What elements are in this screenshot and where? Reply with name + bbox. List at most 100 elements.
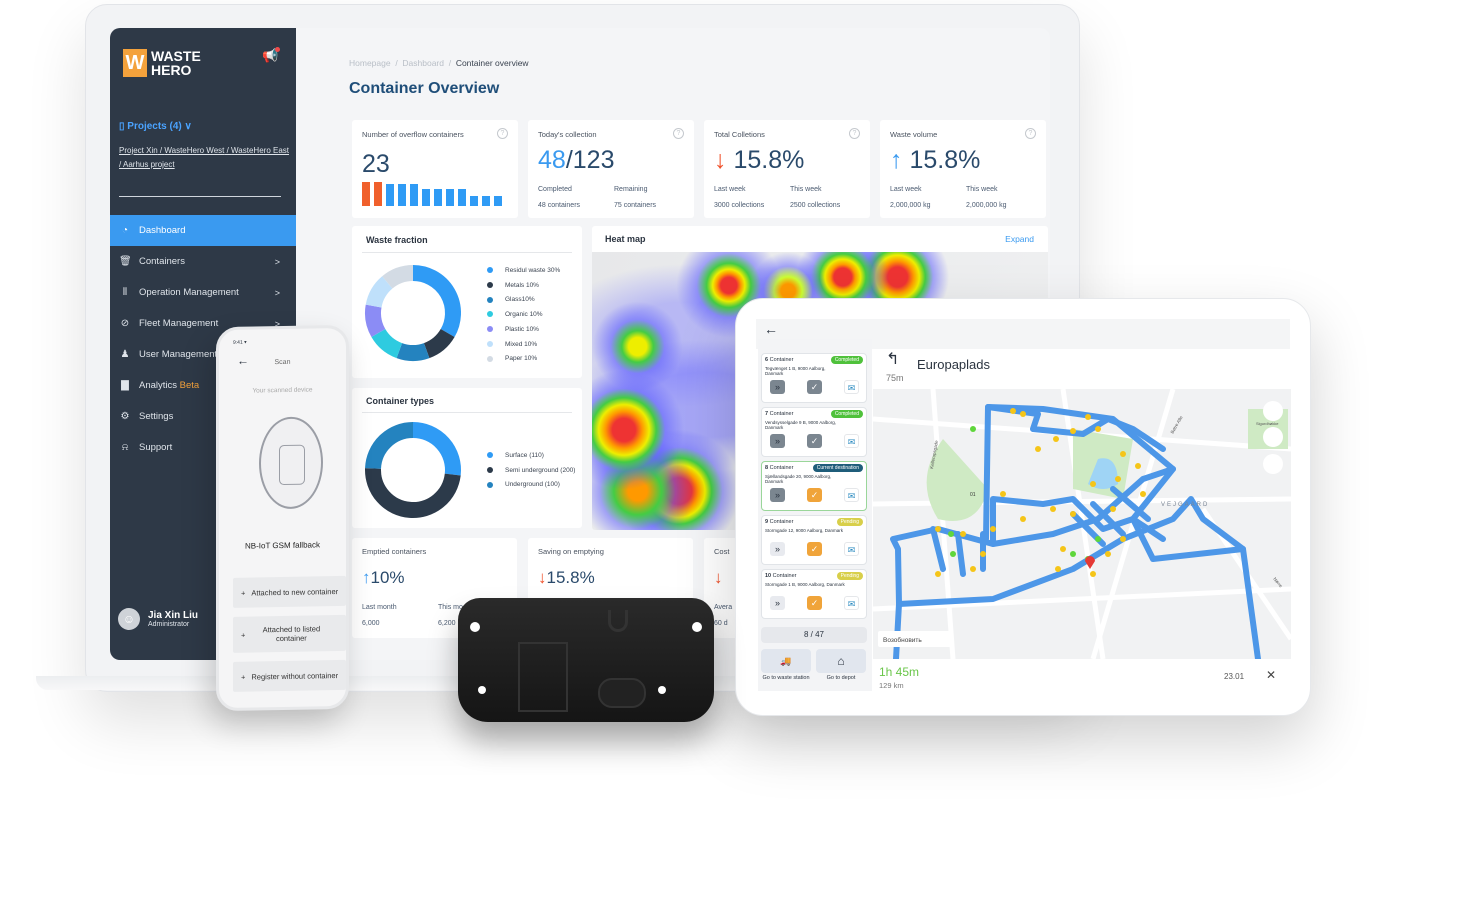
comment-icon[interactable]: ✉ xyxy=(844,380,859,394)
card-value: 15.8% xyxy=(733,146,805,174)
status-badge: Pending xyxy=(836,572,863,580)
donut-segment[interactable] xyxy=(371,328,403,359)
project-link[interactable]: WasteHero East xyxy=(231,146,289,155)
remaining-value: 75 containers xyxy=(614,202,657,209)
donut-segment[interactable] xyxy=(365,304,386,337)
sliders-icon: ⫴ xyxy=(122,287,128,298)
donut-segment[interactable] xyxy=(423,328,455,359)
breadcrumb-item[interactable]: Homepage xyxy=(349,58,391,68)
route-list-item[interactable]: 9 Container Pending Stormgade 12, 9000 A… xyxy=(761,515,867,565)
eta-distance: 129 km xyxy=(879,681,904,690)
donut-segment[interactable] xyxy=(396,342,430,361)
skip-icon[interactable]: » xyxy=(770,380,785,394)
register-without-container-button[interactable]: + Register without container xyxy=(233,659,346,692)
road-label: 01 xyxy=(970,492,976,498)
attach-new-container-button[interactable]: + Attached to new container xyxy=(233,575,346,608)
waste-volume-card: Waste volume? ↑ 15.8% Last week 2,000,00… xyxy=(880,120,1046,218)
check-icon[interactable]: ✓ xyxy=(807,596,822,610)
user-profile[interactable]: ☺ Jia Xin Liu Administrator xyxy=(118,608,198,630)
donut-segment[interactable] xyxy=(365,468,461,518)
check-icon[interactable]: ✓ xyxy=(807,380,822,394)
location-pin-icon xyxy=(1085,556,1095,569)
skip-icon[interactable]: » xyxy=(770,488,785,502)
route-list-item[interactable]: 7 Container Completed Vendsysselgade 9 B… xyxy=(761,407,867,457)
skip-icon[interactable]: » xyxy=(770,542,785,556)
nav-analytics[interactable]: ▇ Analytics Beta xyxy=(110,370,296,401)
expand-link[interactable]: Expand xyxy=(1005,234,1034,244)
completed-value: 48 containers xyxy=(538,202,581,209)
home-icon: ⌂ xyxy=(837,654,845,668)
close-icon[interactable]: ✕ xyxy=(1266,668,1277,682)
nav-label: Settings xyxy=(139,411,174,422)
card-value: 23 xyxy=(362,150,390,178)
container-address: Vendsysselgade 9 B, 9000 Aalborg, Danmar… xyxy=(765,420,837,430)
nav-support[interactable]: ⍾ Support xyxy=(110,432,296,463)
comment-icon[interactable]: ✉ xyxy=(844,434,859,448)
legend-swatch xyxy=(487,466,493,473)
street-label: Nørre xyxy=(1272,576,1284,588)
back-arrow-icon[interactable]: ← xyxy=(764,321,778,337)
legend-swatch xyxy=(487,281,493,288)
depot-button[interactable]: ⌂ xyxy=(816,649,866,673)
projects-dropdown[interactable]: ▯ Projects (4) ∨ xyxy=(119,121,192,132)
skip-icon[interactable]: » xyxy=(770,596,785,610)
check-icon[interactable]: ✓ xyxy=(807,434,822,448)
legend-swatch xyxy=(487,452,493,459)
waste-fraction-legend: Residul waste 30% Metals 10% Glass10% Organ… xyxy=(487,264,560,367)
nav-dashboard[interactable]: ◔ Dashboard xyxy=(110,215,296,246)
help-icon[interactable]: ? xyxy=(673,128,684,139)
help-icon[interactable]: ? xyxy=(849,128,860,139)
legend-swatch xyxy=(487,355,493,362)
comment-icon[interactable]: ✉ xyxy=(844,596,859,610)
divider xyxy=(119,196,281,197)
card-label: Total Colletions xyxy=(714,130,765,139)
breadcrumb-item[interactable]: Dashboard xyxy=(402,58,444,68)
project-link[interactable]: Aarhus project xyxy=(123,160,175,169)
comment-icon[interactable]: ✉ xyxy=(844,542,859,556)
route-list-item[interactable]: 8 Container Current destination Sjælland… xyxy=(761,461,867,511)
legend-item: Semi underground (200) xyxy=(487,464,575,479)
donut-segment[interactable] xyxy=(412,265,461,337)
last-month-value: 6,000 xyxy=(362,620,380,627)
nav-operation-management[interactable]: ⫴ Operation Management > xyxy=(110,277,296,308)
logo-emboss xyxy=(518,642,568,712)
this-month-value: 6,200 xyxy=(438,620,456,627)
legend-item: Underground (100) xyxy=(487,478,575,493)
megaphone-icon[interactable]: 📢 xyxy=(262,47,281,63)
this-week-value: 2500 collections xyxy=(790,202,841,209)
container-label: Container xyxy=(769,411,794,417)
project-link[interactable]: Project Xin xyxy=(119,146,158,155)
plus-icon: + xyxy=(241,630,246,640)
nav-containers[interactable]: 🗑 Containers > xyxy=(110,246,296,277)
route-list-item[interactable]: 10 Container Pending Stormgade 1 B, 9000… xyxy=(761,569,867,619)
donut-segment[interactable] xyxy=(365,276,393,308)
comment-icon[interactable]: ✉ xyxy=(844,488,859,502)
last-week-value: 2,000,000 kg xyxy=(890,202,931,209)
status-badge: Current destination xyxy=(812,464,863,472)
completed-count: 48 xyxy=(538,146,566,174)
turn-left-icon: ↰ xyxy=(886,351,900,368)
help-icon[interactable]: ? xyxy=(497,128,508,139)
donut-segment[interactable] xyxy=(365,422,414,470)
project-link[interactable]: WasteHero West xyxy=(164,146,225,155)
legend-item: Residul waste 30% xyxy=(487,264,560,279)
donut-segment[interactable] xyxy=(412,422,461,476)
check-icon[interactable]: ✓ xyxy=(807,488,822,502)
attach-listed-container-button[interactable]: + Attached to listed container xyxy=(233,614,346,653)
route-list-item[interactable]: 6 Container Completed Tegvænget 1 B, 900… xyxy=(761,353,867,403)
legend-swatch xyxy=(487,340,493,347)
nav-user-management[interactable]: ♟ User Management xyxy=(110,339,296,370)
nav-fleet-management[interactable]: ⊘ Fleet Management > xyxy=(110,308,296,339)
help-icon[interactable]: ? xyxy=(1025,128,1036,139)
route-map[interactable]: VEJGAARD 01 Kellerupsgade Bøtre Alle Sig… xyxy=(873,389,1291,659)
remaining-label: Remaining xyxy=(614,186,648,193)
legend-item: Surface (110) xyxy=(487,449,575,464)
waste-station-button[interactable]: 🚚 xyxy=(761,649,811,673)
skip-icon[interactable]: » xyxy=(770,434,785,448)
legend-label: Metals 10% xyxy=(505,281,539,289)
status-badge: Pending xyxy=(836,518,863,526)
donut-segment[interactable] xyxy=(382,265,414,289)
check-icon[interactable]: ✓ xyxy=(807,542,822,556)
nav-settings[interactable]: ⚙ Settings xyxy=(110,401,296,432)
overflow-bar-chart xyxy=(362,182,510,206)
